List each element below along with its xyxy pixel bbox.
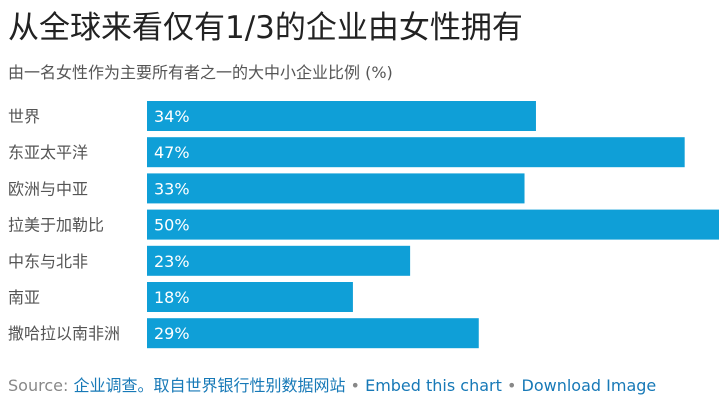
chart-title: 从全球来看仅有1/3的企业由女性拥有 [8,10,523,46]
bar [147,101,536,131]
bar-chart: 世界 34% 东亚太平洋 47% 欧洲与中亚 33% 拉美于加勒比 50% 中东与北非 23% 南亚… [8,101,719,349]
value-label: 34% [154,107,190,126]
bar [147,209,719,240]
value-label: 50% [154,216,190,235]
embed-chart-link[interactable]: Embed this chart [365,376,502,395]
value-label: 33% [154,179,190,198]
chart-subtitle: 由一名女性作为主要所有者之一的大中小企业比例 (%) [8,63,393,82]
value-label: 18% [154,288,190,307]
source-prefix: Source: [8,376,74,395]
source-link[interactable]: 企业调查。取自世界银行性别数据网站 [73,376,346,395]
bar [147,282,353,312]
separator: • [350,376,360,395]
value-label: 29% [154,324,190,343]
category-label: 东亚太平洋 [8,143,88,162]
bar [147,318,479,349]
value-label: 23% [154,252,190,271]
category-label: 撒哈拉以南非洲 [8,324,120,343]
value-label: 47% [154,143,190,162]
category-label: 南亚 [8,288,40,307]
category-label: 欧洲与中亚 [8,179,88,198]
category-label: 中东与北非 [8,252,88,271]
separator: • [506,376,517,395]
bar [147,137,685,168]
category-label: 世界 [8,107,40,126]
source-line: Source: 企业调查。取自世界银行性别数据网站 • Embed this c… [8,375,656,397]
bar [147,245,411,276]
category-label: 拉美于加勒比 [8,216,104,235]
bars-group: 世界 34% 东亚太平洋 47% 欧洲与中亚 33% 拉美于加勒比 50% 中东与北非 23% 南亚… [8,101,719,349]
bar [147,173,525,204]
download-image-link[interactable]: Download Image [521,376,657,395]
